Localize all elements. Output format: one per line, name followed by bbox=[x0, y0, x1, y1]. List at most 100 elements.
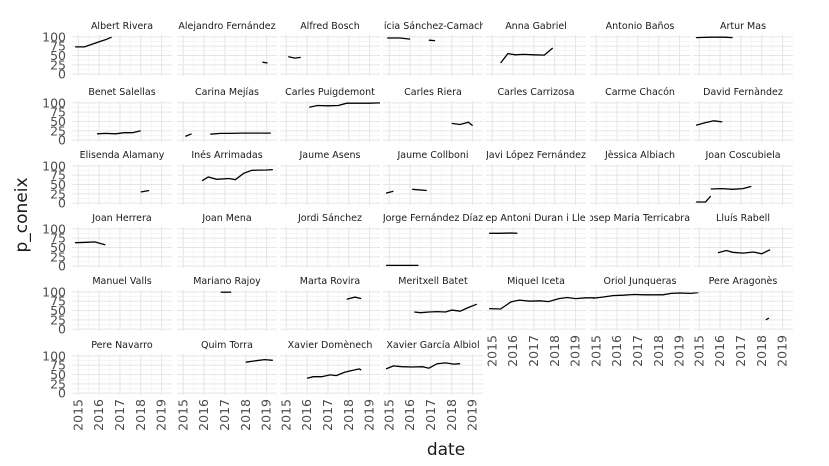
series-line bbox=[210, 132, 271, 135]
series-line bbox=[245, 358, 273, 363]
series-line bbox=[185, 133, 192, 138]
facet-panel: Miquel Iceta bbox=[486, 276, 595, 331]
y-tick-label: 100 bbox=[42, 95, 66, 110]
facet-strip-label: Carles Riera bbox=[404, 87, 462, 98]
facet-strip-label: Alejandro Fernández bbox=[178, 21, 275, 32]
y-tick-label: 50 bbox=[50, 240, 66, 255]
y-tick-label: 50 bbox=[50, 367, 66, 382]
x-tick-label: 2017 bbox=[423, 399, 438, 431]
y-tick-label: 50 bbox=[50, 48, 66, 63]
facet-panel: Carles Riera bbox=[383, 87, 483, 142]
y-tick-label: 0 bbox=[58, 322, 66, 337]
facet-panel: Carles Carrizosa bbox=[486, 87, 586, 142]
y-tick-label: 100 bbox=[42, 221, 66, 236]
series-line bbox=[387, 37, 411, 40]
x-tick-label: 2019 bbox=[362, 399, 377, 431]
facet-panel: Carina Mejías bbox=[177, 87, 277, 142]
y-tick-label: 0 bbox=[58, 196, 66, 211]
facet-strip-label: Mariano Rajoy bbox=[193, 276, 261, 287]
y-tick-label: 0 bbox=[58, 67, 66, 82]
series-line bbox=[262, 61, 268, 64]
facet-strip-label: Josep Maria Terricabras bbox=[584, 213, 695, 224]
y-tick-label: 75 bbox=[50, 294, 66, 309]
facet-panel: Meritxell Batet bbox=[383, 276, 483, 331]
series-line bbox=[414, 303, 478, 314]
x-tick-label: 2019 bbox=[259, 399, 274, 431]
facet-panel: Pere Aragonès bbox=[693, 276, 793, 331]
facet-panel: Xavier Domènech bbox=[280, 340, 380, 395]
facet-strip-label: Benet Salellas bbox=[88, 87, 155, 98]
facet-strip-label: Jaume Collboni bbox=[397, 150, 469, 161]
y-tick-label: 100 bbox=[42, 158, 66, 173]
y-tick-label: 25 bbox=[50, 186, 66, 201]
facet-panel: Xavier García Albiol bbox=[383, 340, 483, 395]
facet-panel: Jaume Asens bbox=[280, 150, 380, 205]
y-tick-label: 50 bbox=[50, 303, 66, 318]
facet-strip-label: Javi López Fernández bbox=[485, 150, 586, 161]
x-tick-label: 2015 bbox=[70, 399, 85, 431]
x-tick-label: 2016 bbox=[196, 399, 211, 431]
x-tick-label: 2019 bbox=[465, 399, 480, 431]
y-tick-label: 50 bbox=[50, 177, 66, 192]
y-tick-label: 0 bbox=[58, 386, 66, 401]
x-tick-label: 2018 bbox=[444, 399, 459, 431]
facet-panel: Alícia Sánchez-Camacho bbox=[375, 21, 492, 76]
y-tick-label: 75 bbox=[50, 231, 66, 246]
facet-strip-label: Jordi Sánchez bbox=[297, 213, 362, 224]
series-line bbox=[201, 168, 273, 182]
facet-panel: Mariano Rajoy bbox=[177, 276, 277, 331]
x-tick-label: 2017 bbox=[630, 335, 645, 367]
facet-panel: Joan Mena bbox=[177, 213, 277, 268]
y-axes: 0255075100025507510002550751000255075100… bbox=[42, 29, 66, 400]
facet-strip-label: Quim Torra bbox=[201, 340, 253, 351]
x-tick-label: 2017 bbox=[320, 399, 335, 431]
facet-strip-label: Carme Chacón bbox=[605, 87, 675, 98]
facet-strip-label: Jaume Asens bbox=[298, 150, 360, 161]
x-tick-label: 2016 bbox=[505, 335, 520, 367]
x-tick-label: 2017 bbox=[112, 399, 127, 431]
facet-strip-label: Alfred Bosch bbox=[300, 21, 360, 32]
y-tick-label: 75 bbox=[50, 358, 66, 373]
facet-strip-label: Joan Herrera bbox=[91, 213, 151, 224]
facet-panel: Oriol Junqueras bbox=[590, 276, 699, 331]
facet-panel: Alejandro Fernández bbox=[177, 21, 277, 76]
y-tick-label: 25 bbox=[50, 57, 66, 72]
x-tick-label: 2017 bbox=[526, 335, 541, 367]
series-line bbox=[306, 368, 362, 379]
facet-panel: Joan Coscubiela bbox=[693, 150, 793, 205]
y-tick-label: 100 bbox=[42, 348, 66, 363]
series-line bbox=[765, 317, 770, 321]
y-tick-label: 75 bbox=[50, 39, 66, 54]
facet-strip-label: Pere Navarro bbox=[91, 340, 153, 351]
x-tick-label: 2019 bbox=[775, 335, 790, 367]
facet-strip-label: Oriol Junqueras bbox=[604, 276, 677, 287]
facet-panel: Benet Salellas bbox=[72, 87, 172, 142]
facet-strip-label: Joan Mena bbox=[201, 213, 251, 224]
series-line bbox=[309, 102, 381, 108]
series-line bbox=[710, 185, 752, 190]
x-tick-label: 2018 bbox=[133, 399, 148, 431]
y-tick-label: 25 bbox=[50, 123, 66, 138]
y-tick-label: 25 bbox=[50, 249, 66, 264]
facet-panel: Carles Puigdemont bbox=[280, 87, 381, 142]
facet-strip-label: Xavier Domènech bbox=[288, 340, 373, 351]
x-tick-label: 2018 bbox=[754, 335, 769, 367]
facet-strip-label: David Fernàndez bbox=[703, 87, 783, 98]
x-tick-label: 2018 bbox=[341, 399, 356, 431]
x-tick-label: 2019 bbox=[154, 399, 169, 431]
facet-panel: David Fernàndez bbox=[693, 87, 793, 142]
facet-panel: Marta Rovira bbox=[280, 276, 380, 331]
facet-panel: Quim Torra bbox=[177, 340, 277, 395]
facet-panel: Pere Navarro bbox=[72, 340, 172, 395]
facet-panel: Javi López Fernández bbox=[485, 150, 586, 205]
x-tick-label: 2016 bbox=[712, 335, 727, 367]
facet-panel: Carme Chacón bbox=[590, 87, 690, 142]
series-line bbox=[75, 36, 112, 48]
facet-strip-label: Carina Mejías bbox=[195, 87, 259, 98]
facet-strip-label: Joan Coscubiela bbox=[704, 150, 780, 161]
series-line bbox=[451, 121, 474, 127]
facet-strip-label: Alícia Sánchez-Camacho bbox=[375, 21, 492, 32]
facet-strip-label: Anna Gabriel bbox=[505, 21, 567, 32]
facet-panel: Jorge Fernández Díaz bbox=[383, 213, 483, 268]
